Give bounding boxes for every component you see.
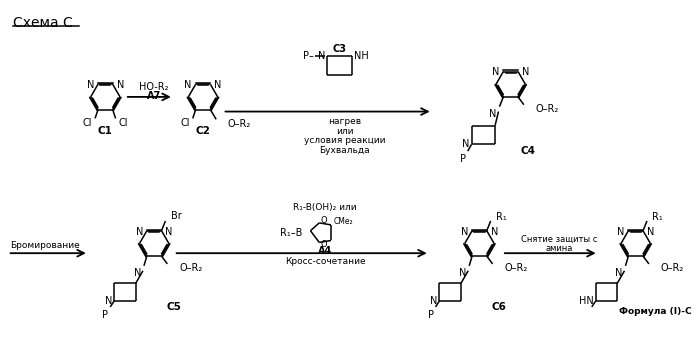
Text: N: N <box>117 80 124 90</box>
Text: C5: C5 <box>166 302 181 312</box>
Text: N: N <box>105 296 112 306</box>
Text: N: N <box>459 268 466 278</box>
Text: N: N <box>461 227 468 237</box>
Text: N: N <box>492 68 500 78</box>
Text: O: O <box>320 240 327 249</box>
Text: R₁: R₁ <box>496 212 506 222</box>
Text: A7: A7 <box>147 91 161 101</box>
Text: N: N <box>134 268 141 278</box>
Text: O–R₂: O–R₂ <box>179 263 202 273</box>
Text: O–R₂: O–R₂ <box>505 263 528 273</box>
Text: N: N <box>462 139 470 149</box>
Text: N: N <box>318 51 325 61</box>
Text: O–R₂: O–R₂ <box>661 263 684 273</box>
Text: N: N <box>491 227 498 237</box>
Text: Cl: Cl <box>82 118 92 128</box>
Text: нагрев: нагрев <box>328 117 361 126</box>
Text: N: N <box>617 227 624 237</box>
Text: N: N <box>215 80 222 90</box>
Text: CMe₂: CMe₂ <box>334 217 354 227</box>
Text: P: P <box>460 154 466 164</box>
Text: R₁–B: R₁–B <box>280 228 303 238</box>
Text: N: N <box>185 80 192 90</box>
Text: NH: NH <box>354 51 369 61</box>
Text: N: N <box>136 227 143 237</box>
Text: N: N <box>647 227 654 237</box>
Text: амина: амина <box>546 244 573 253</box>
Text: Снятие защиты с: Снятие защиты с <box>521 235 598 244</box>
Text: N: N <box>522 68 529 78</box>
Text: Схема С: Схема С <box>13 16 72 30</box>
Text: C6: C6 <box>491 302 506 312</box>
Text: P: P <box>428 310 433 320</box>
Text: N: N <box>166 227 173 237</box>
Text: A4: A4 <box>318 246 332 256</box>
Text: Бухвальда: Бухвальда <box>319 146 370 155</box>
Text: N: N <box>615 268 623 278</box>
Text: P–: P– <box>303 51 313 61</box>
Text: R₁-B(OH)₂ или: R₁-B(OH)₂ или <box>294 203 357 212</box>
Text: HN: HN <box>579 296 593 306</box>
Text: Формула (I)-С: Формула (I)-С <box>619 307 691 316</box>
Text: HO-R₂: HO-R₂ <box>139 82 169 92</box>
Text: R₁: R₁ <box>652 212 663 222</box>
Text: C3: C3 <box>333 44 347 54</box>
Text: O–R₂: O–R₂ <box>228 119 251 129</box>
Text: Кросс-сочетание: Кросс-сочетание <box>284 257 366 266</box>
Text: O: O <box>320 216 327 225</box>
Text: Бромирование: Бромирование <box>10 241 80 250</box>
Text: Cl: Cl <box>180 118 190 128</box>
Text: Cl: Cl <box>119 118 128 128</box>
Text: Br: Br <box>171 211 182 221</box>
Text: или: или <box>336 127 354 136</box>
Text: N: N <box>87 80 94 90</box>
Text: условия реакции: условия реакции <box>304 136 385 145</box>
Text: N: N <box>430 296 438 306</box>
Text: C1: C1 <box>98 126 113 136</box>
Text: C2: C2 <box>196 126 210 136</box>
Text: N: N <box>489 109 496 119</box>
Text: O–R₂: O–R₂ <box>535 104 559 114</box>
Text: C4: C4 <box>521 145 535 156</box>
Text: P: P <box>102 310 108 320</box>
